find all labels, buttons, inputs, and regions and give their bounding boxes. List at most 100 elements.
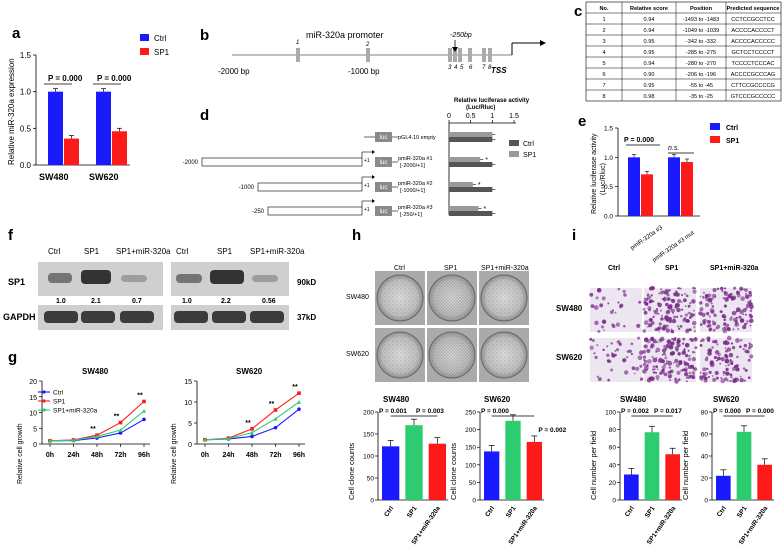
migrated-cell <box>671 338 674 341</box>
table-cell: 7 <box>602 83 605 89</box>
migrated-cell <box>684 292 687 296</box>
table-cell: GTCCCGCCCCC <box>731 94 775 100</box>
table-cell: GCTCCTCCCCT <box>732 50 775 56</box>
migrated-cell <box>606 353 610 358</box>
bar-sp1 <box>449 157 481 162</box>
site-number: 6 <box>469 65 473 71</box>
migrated-cell <box>652 357 658 363</box>
bar-ctrl <box>449 137 493 142</box>
luc-label: luc <box>380 160 388 166</box>
panel-g-growth: SW480 SW620 Relative cell growth Relativ… <box>17 367 305 484</box>
migrated-cell <box>642 362 647 367</box>
migrated-cell <box>622 289 626 293</box>
migrated-cell <box>657 312 660 315</box>
migrated-cell <box>677 287 680 290</box>
panel-label-e: e <box>578 113 586 130</box>
x-tick-label: SW480 <box>39 172 69 182</box>
migrated-cell <box>607 378 611 382</box>
bar-ctrl <box>96 91 111 165</box>
migrated-cell <box>628 349 632 354</box>
x-tick-label: 24h <box>222 452 234 459</box>
colonies <box>379 334 421 376</box>
migrated-cell <box>656 341 659 344</box>
col-label: Ctrl <box>394 265 405 272</box>
bar <box>405 425 423 500</box>
bar <box>505 420 521 500</box>
migrated-cell <box>665 324 669 328</box>
migrated-cell <box>712 321 717 326</box>
row-label: SP1 <box>8 277 25 287</box>
y-axis-label: Relative luciferase activity <box>591 133 598 214</box>
significance-marker: ** <box>137 392 143 399</box>
data-point <box>273 425 278 430</box>
promoter-fragment <box>257 182 363 192</box>
table-cell: 0.95 <box>644 39 655 45</box>
table-cell: -285 to -275 <box>686 50 716 56</box>
y-axis-label: (Luc/Rluc) <box>600 163 607 195</box>
table-cell: 0.94 <box>644 61 655 67</box>
migrated-cell <box>706 319 711 324</box>
y-tick-label: 20 <box>701 476 709 483</box>
y-tick-label: 0.0 <box>604 214 613 221</box>
migrated-cell <box>660 309 662 312</box>
data-point <box>250 434 254 439</box>
migrated-cell <box>611 324 616 329</box>
migrated-cell <box>742 367 746 370</box>
migrated-cell <box>655 365 659 369</box>
data-point <box>226 436 231 441</box>
migrated-cell <box>676 298 682 304</box>
bar-ctrl <box>449 211 493 216</box>
migrated-cell <box>743 322 747 326</box>
y-tick-label: 250 <box>465 410 476 417</box>
legend-label: Ctrl <box>53 390 64 397</box>
migrated-cell <box>710 302 713 305</box>
x-tick-label: 0 <box>447 113 451 120</box>
lane-label: Ctrl <box>176 247 189 256</box>
migrated-cell <box>744 294 750 299</box>
migrated-cell <box>687 349 690 352</box>
migrated-cell <box>701 295 705 298</box>
migrated-cell <box>636 323 641 328</box>
migrated-cell <box>661 353 664 356</box>
migrated-cell <box>724 358 730 364</box>
left-coordinate: -2000 bp <box>218 67 250 76</box>
migrated-cell <box>631 366 636 371</box>
bar <box>624 474 639 500</box>
migrated-cell <box>730 375 733 379</box>
tss-arrowhead <box>540 40 546 46</box>
quant: 1.0 <box>56 298 66 305</box>
migrated-cell <box>713 339 718 344</box>
migrated-cell <box>691 371 696 375</box>
migrated-cell <box>735 367 740 372</box>
migrated-cell <box>664 347 668 351</box>
migrated-cell <box>726 323 730 327</box>
migrated-cell <box>749 314 754 319</box>
migrated-cell <box>688 355 691 358</box>
migrated-cell <box>650 343 655 348</box>
y-tick-label: 5 <box>33 426 37 433</box>
bar <box>428 443 446 500</box>
migrated-cell <box>682 349 685 352</box>
migrated-cell <box>687 364 692 370</box>
x-tick-label: pmiR-320a #3 mut <box>652 230 696 263</box>
binding-site <box>468 48 472 62</box>
x-tick-label: pmiR-320a #3 <box>630 225 665 252</box>
migrated-cell <box>708 348 712 353</box>
migrated-cell <box>658 292 661 295</box>
y-tick-label: 150 <box>465 445 476 452</box>
migrated-cell <box>687 374 692 379</box>
migrated-cell <box>704 357 709 362</box>
migrated-cell <box>691 350 695 354</box>
migrated-cell <box>713 313 717 317</box>
migrated-cell <box>643 320 649 326</box>
migrated-cell <box>687 311 691 315</box>
blot-band <box>252 275 278 282</box>
table-cell: -342 to -332 <box>686 39 716 45</box>
data-point <box>48 438 52 443</box>
migrated-cell <box>652 300 655 303</box>
migrated-cell <box>662 324 667 329</box>
migrated-cell <box>669 379 672 382</box>
migrated-cell <box>685 376 688 379</box>
site-number: 5 <box>460 65 464 71</box>
table-header: Relative score <box>630 6 668 12</box>
